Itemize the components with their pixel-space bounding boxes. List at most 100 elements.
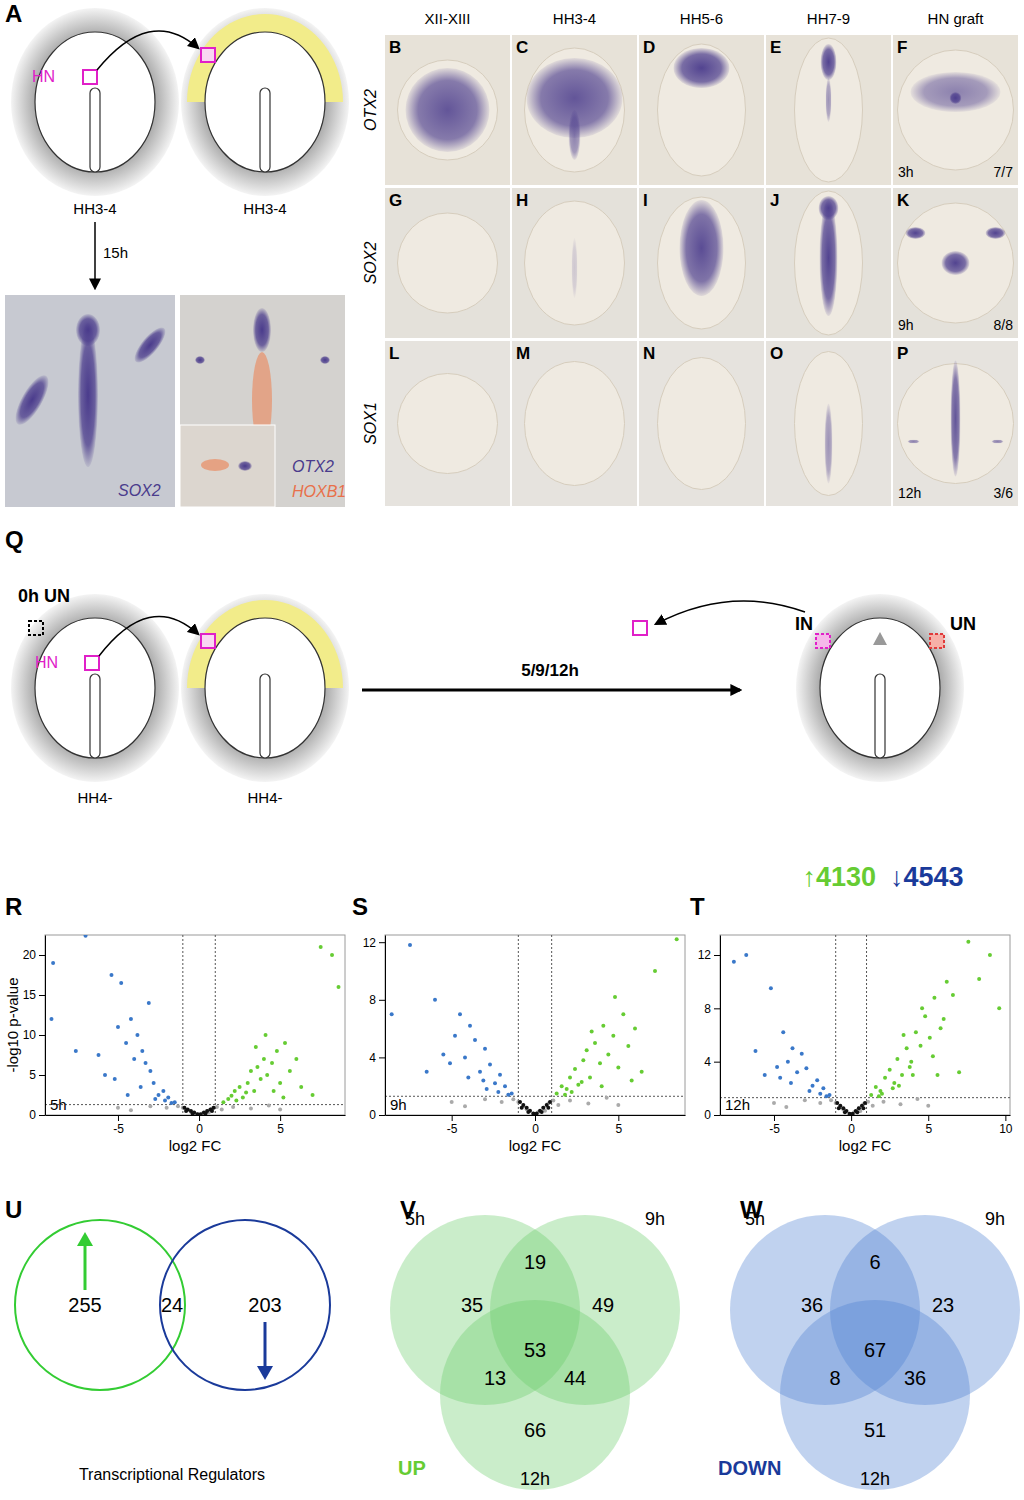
- point: [466, 1076, 470, 1080]
- point: [789, 1081, 793, 1085]
- photo: [5, 295, 175, 507]
- tick-mark: [118, 1115, 119, 1121]
- stage-label: HH3-4: [243, 200, 286, 217]
- set-label: 9h: [985, 1209, 1005, 1229]
- point: [518, 1100, 522, 1104]
- photo: [893, 188, 1018, 338]
- axis-title: log2 FC: [509, 1137, 562, 1154]
- graft-ratio: 3/6: [994, 485, 1014, 501]
- point: [463, 1055, 467, 1059]
- point: [147, 1001, 151, 1005]
- cutoff-line: [385, 1096, 685, 1097]
- embryo-outline: [898, 203, 1014, 323]
- venn-v: V5h9h12h35194953134466UP: [390, 1196, 680, 1490]
- point: [139, 1085, 143, 1089]
- point: [275, 1049, 279, 1053]
- tick-label: 4: [704, 1055, 711, 1069]
- point: [818, 1092, 822, 1096]
- embryo-outline: [795, 191, 863, 335]
- expression: [951, 361, 961, 477]
- panel-letter: G: [389, 191, 402, 210]
- duration-label: 5/9/12h: [521, 661, 579, 680]
- plot-frame: [385, 935, 685, 1115]
- tick-label: 8: [704, 1002, 711, 1016]
- column-header: HH3-4: [553, 10, 596, 27]
- photo: [766, 188, 891, 338]
- tick-mark: [714, 1115, 720, 1116]
- point: [448, 1061, 452, 1065]
- tick-mark: [714, 1062, 720, 1063]
- photo: [893, 341, 1018, 506]
- point: [573, 1067, 577, 1071]
- point: [585, 1048, 589, 1052]
- point: [330, 953, 334, 957]
- point: [888, 1068, 892, 1072]
- photo: [385, 341, 510, 506]
- point: [923, 1014, 927, 1018]
- expression: [821, 44, 837, 80]
- point: [915, 1097, 919, 1101]
- point: [506, 1093, 510, 1097]
- count: 53: [524, 1339, 546, 1361]
- tick: 5: [277, 1115, 284, 1136]
- point: [977, 977, 981, 981]
- point: [560, 1084, 564, 1088]
- panel-letter: D: [643, 38, 655, 57]
- expression: [406, 68, 490, 152]
- point: [281, 1095, 285, 1099]
- panel-a: AHNHH3-4HH3-415hSOX2OTX2HOXB1: [5, 0, 349, 507]
- tick-mark: [39, 995, 45, 996]
- expression: [238, 461, 252, 471]
- expression: [201, 459, 229, 471]
- point: [997, 1006, 1001, 1010]
- panel-letter: B: [389, 38, 401, 57]
- tick-mark: [379, 1057, 385, 1058]
- point: [786, 1060, 790, 1064]
- tick: 10: [23, 1028, 45, 1042]
- tick: 12: [698, 948, 720, 962]
- point: [601, 1024, 605, 1028]
- time-label: 12h: [725, 1096, 750, 1113]
- in-situ-grid: XII-XIIIHH3-4HH5-6HH7-9HN graftOTX2BCDEF…: [362, 10, 1018, 506]
- point: [166, 1095, 170, 1099]
- primitive-streak: [260, 88, 270, 172]
- point: [905, 1046, 909, 1050]
- point: [732, 960, 736, 964]
- point: [606, 1053, 610, 1057]
- graft-box: [201, 48, 215, 62]
- point: [900, 1073, 904, 1077]
- tick: 12: [363, 936, 385, 950]
- photo: [639, 341, 764, 506]
- tick-label: 10: [23, 1028, 37, 1042]
- panel-letter: T: [690, 893, 705, 920]
- point: [902, 1033, 906, 1037]
- point: [267, 1103, 271, 1107]
- point: [165, 1106, 169, 1110]
- point: [581, 1058, 585, 1062]
- volcano-plot: S-505048129hlog2 FC: [352, 893, 686, 1154]
- tick-mark: [928, 1115, 929, 1121]
- point: [744, 953, 748, 957]
- tick-mark: [379, 942, 385, 943]
- point: [891, 1086, 895, 1090]
- tick: -5: [769, 1115, 780, 1136]
- count: 44: [564, 1367, 586, 1389]
- expression: [992, 440, 1004, 444]
- axis-line: [385, 936, 386, 1116]
- cutoff-line: [182, 935, 183, 1115]
- point: [259, 1077, 263, 1081]
- point: [555, 1091, 559, 1095]
- panel-letter: U: [5, 1196, 22, 1223]
- point: [481, 1078, 485, 1082]
- axis-line: [46, 1115, 346, 1116]
- point: [233, 1089, 237, 1093]
- area-opaca: [181, 594, 349, 782]
- panel-letter: R: [5, 893, 22, 920]
- point: [570, 1090, 574, 1094]
- column-header: HN graft: [928, 10, 985, 27]
- point: [390, 1012, 394, 1016]
- point: [478, 1070, 482, 1074]
- expression: [680, 200, 724, 296]
- embryo-outline: [658, 358, 746, 490]
- count: 23: [932, 1294, 954, 1316]
